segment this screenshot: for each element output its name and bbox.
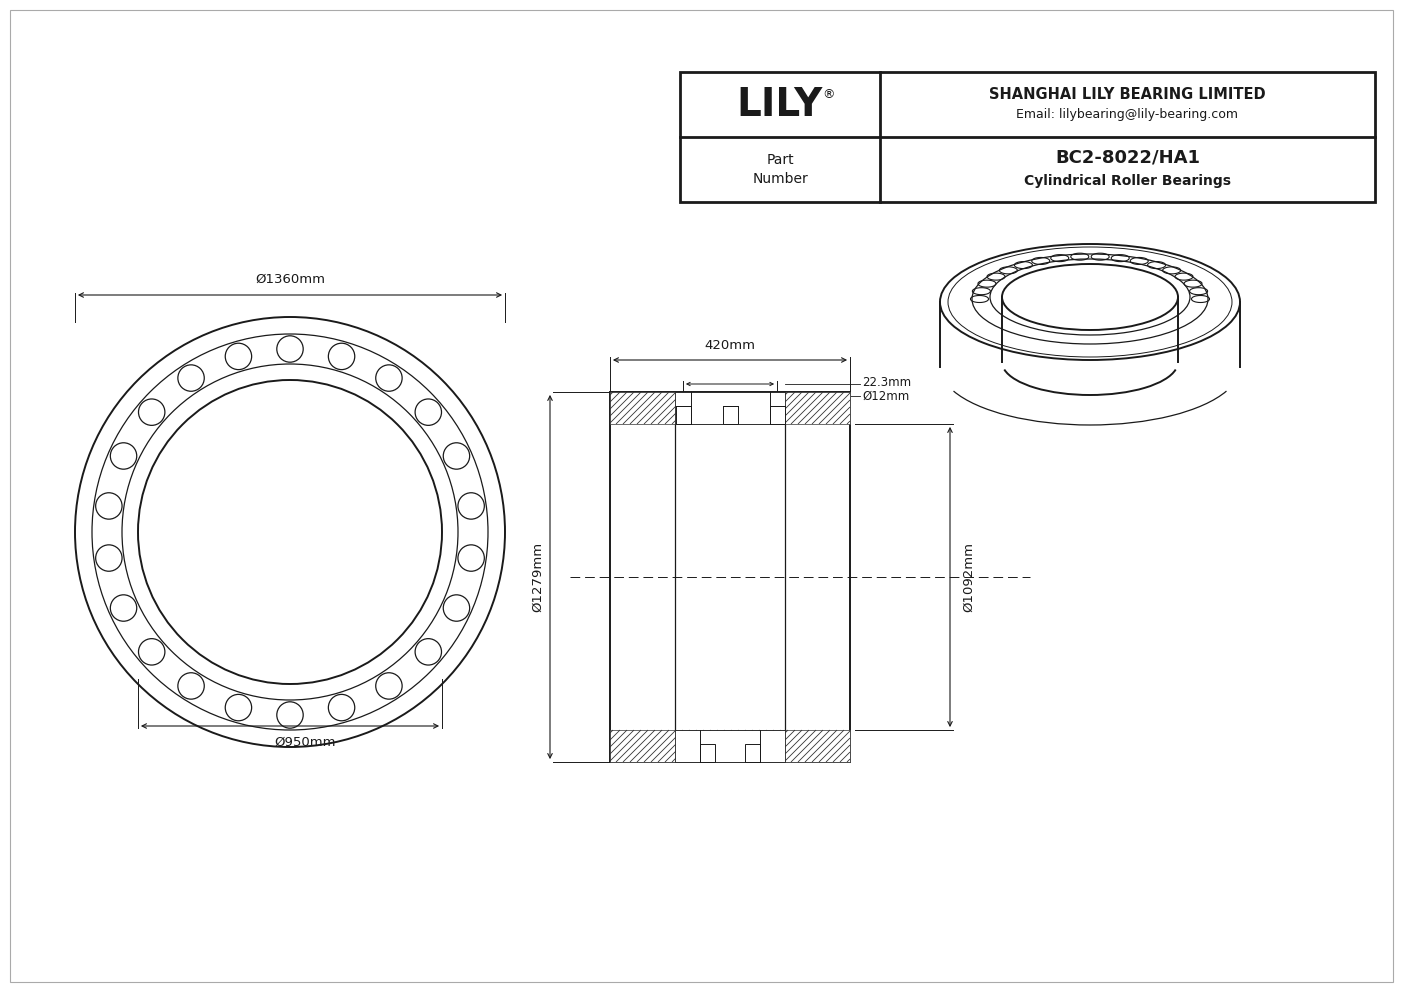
Bar	[610, 730, 850, 762]
Text: Ø1279mm: Ø1279mm	[532, 542, 544, 612]
Text: Cylindrical Roller Bearings: Cylindrical Roller Bearings	[1024, 175, 1230, 188]
Bar	[723, 407, 738, 424]
Bar	[675, 392, 786, 424]
Bar	[610, 392, 850, 762]
Bar	[700, 744, 714, 762]
Bar	[675, 730, 786, 762]
Text: Ø1092mm: Ø1092mm	[962, 542, 975, 612]
Bar	[610, 392, 850, 424]
Bar	[769, 407, 784, 424]
Text: LILY: LILY	[737, 85, 824, 123]
Text: SHANGHAI LILY BEARING LIMITED: SHANGHAI LILY BEARING LIMITED	[989, 87, 1266, 102]
Text: BC2-8022/HA1: BC2-8022/HA1	[1055, 149, 1200, 167]
Text: Part
Number: Part Number	[752, 153, 808, 186]
Bar	[675, 407, 690, 424]
Text: Email: lilybearing@lily-bearing.com: Email: lilybearing@lily-bearing.com	[1017, 108, 1239, 121]
Text: 420mm: 420mm	[704, 339, 755, 352]
Text: 22.3mm: 22.3mm	[861, 376, 911, 389]
Text: Ø1360mm: Ø1360mm	[255, 273, 325, 286]
Text: ®: ®	[822, 88, 835, 101]
Bar	[745, 744, 759, 762]
Bar	[680, 72, 1375, 202]
Text: Ø950mm: Ø950mm	[274, 736, 335, 749]
Text: Ø12mm: Ø12mm	[861, 390, 909, 403]
